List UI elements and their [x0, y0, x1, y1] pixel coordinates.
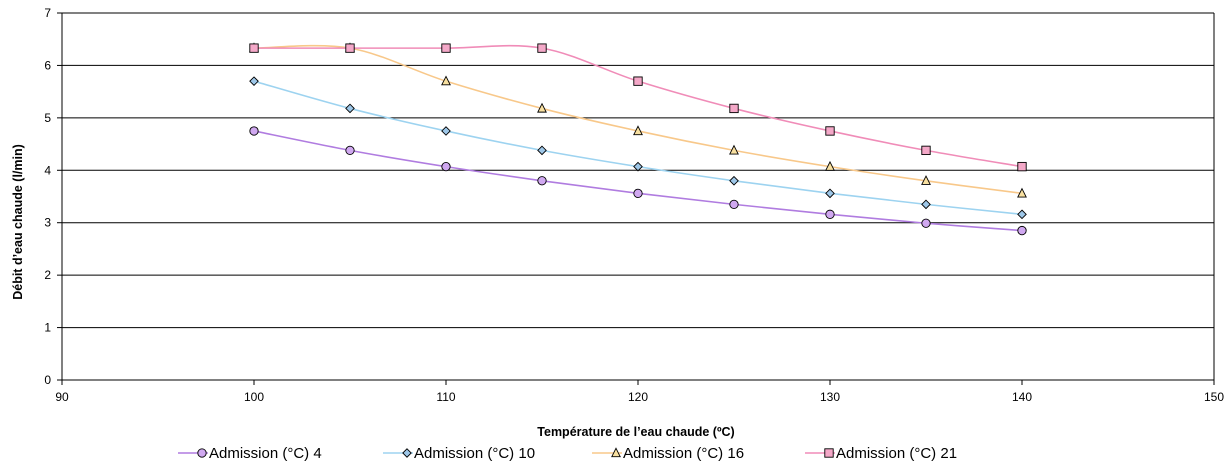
- series-1: [249, 126, 1027, 236]
- data-point: [1017, 187, 1027, 198]
- data-point: [345, 103, 355, 114]
- data-point: [441, 75, 451, 86]
- y-tick-label: 3: [44, 216, 51, 230]
- legend-label: Admission (°C) 4: [209, 445, 322, 462]
- data-point: [921, 199, 931, 210]
- data-point: [345, 145, 355, 156]
- gridlines: [62, 12, 1214, 329]
- data-point: [825, 188, 835, 199]
- y-tick-label: 5: [44, 111, 51, 125]
- data-point: [441, 126, 451, 136]
- series-line: [254, 44, 1023, 168]
- data-point: [345, 43, 355, 53]
- x-tick-label: 130: [820, 390, 840, 404]
- axes: [57, 12, 1215, 385]
- y-tick-label: 2: [44, 268, 51, 282]
- series-4: [249, 43, 1027, 172]
- series-line: [253, 130, 1023, 232]
- y-tick-label: 6: [44, 58, 51, 72]
- data-point: [249, 43, 259, 53]
- x-tick-label: 120: [628, 390, 648, 404]
- data-point: [729, 175, 739, 186]
- legend-marker: [824, 448, 834, 458]
- data-point: [825, 126, 835, 136]
- x-tick-label: 140: [1012, 390, 1032, 404]
- legend-item: Admission (°C) 4: [178, 445, 322, 462]
- data-point: [633, 161, 643, 172]
- legend-item: Admission (°C) 10: [383, 445, 535, 462]
- y-tick-label: 7: [44, 6, 51, 20]
- y-tick-label: 4: [44, 163, 51, 177]
- y-tick-label: 1: [44, 321, 51, 335]
- x-tick-label: 110: [436, 390, 455, 404]
- legend-label: Admission (°C) 10: [414, 445, 535, 462]
- data-point: [825, 209, 835, 219]
- data-point: [249, 76, 259, 86]
- x-axis-label: Température de l’eau chaude (ºC): [537, 425, 734, 439]
- legend-item: Admission (°C) 16: [592, 445, 744, 462]
- legend-label: Admission (°C) 16: [623, 445, 744, 462]
- legend-marker: [402, 448, 412, 458]
- data-point: [537, 102, 547, 113]
- data-point: [1017, 161, 1027, 172]
- legend-marker: [197, 448, 207, 458]
- data-point: [537, 145, 547, 156]
- x-tick-label: 90: [55, 390, 69, 404]
- data-point: [921, 218, 931, 228]
- legend-label: Admission (°C) 21: [836, 445, 957, 462]
- x-tick-label: 150: [1204, 390, 1224, 404]
- data-point: [729, 199, 739, 210]
- legend: Admission (°C) 4 Admission (°C) 10 Admissi…: [178, 445, 957, 462]
- legend-marker: [611, 447, 621, 458]
- data-point: [441, 161, 451, 172]
- tick-labels: 0 1 2 3 4 5 6 7 90 100 110 120 130 140 150: [44, 6, 1224, 404]
- data-point: [441, 43, 451, 53]
- series-2: [249, 76, 1027, 220]
- data-point: [537, 176, 547, 186]
- data-point: [537, 43, 547, 53]
- x-tick-label: 100: [244, 390, 264, 404]
- series-3: [249, 42, 1027, 198]
- data-point: [921, 175, 931, 185]
- y-axis-label: Débit d’eau chaude (l/min): [11, 144, 25, 300]
- data-point: [825, 160, 835, 171]
- data-point: [1017, 209, 1027, 220]
- data-point: [633, 188, 643, 199]
- series-layer: [249, 42, 1027, 236]
- y-tick-label: 0: [44, 373, 51, 387]
- data-point: [729, 103, 739, 114]
- data-point: [729, 144, 739, 155]
- data-point: [1017, 225, 1027, 236]
- data-point: [633, 125, 643, 136]
- data-point: [633, 76, 643, 86]
- data-point: [249, 126, 259, 136]
- legend-item: Admission (°C) 21: [805, 445, 957, 462]
- data-point: [921, 145, 931, 156]
